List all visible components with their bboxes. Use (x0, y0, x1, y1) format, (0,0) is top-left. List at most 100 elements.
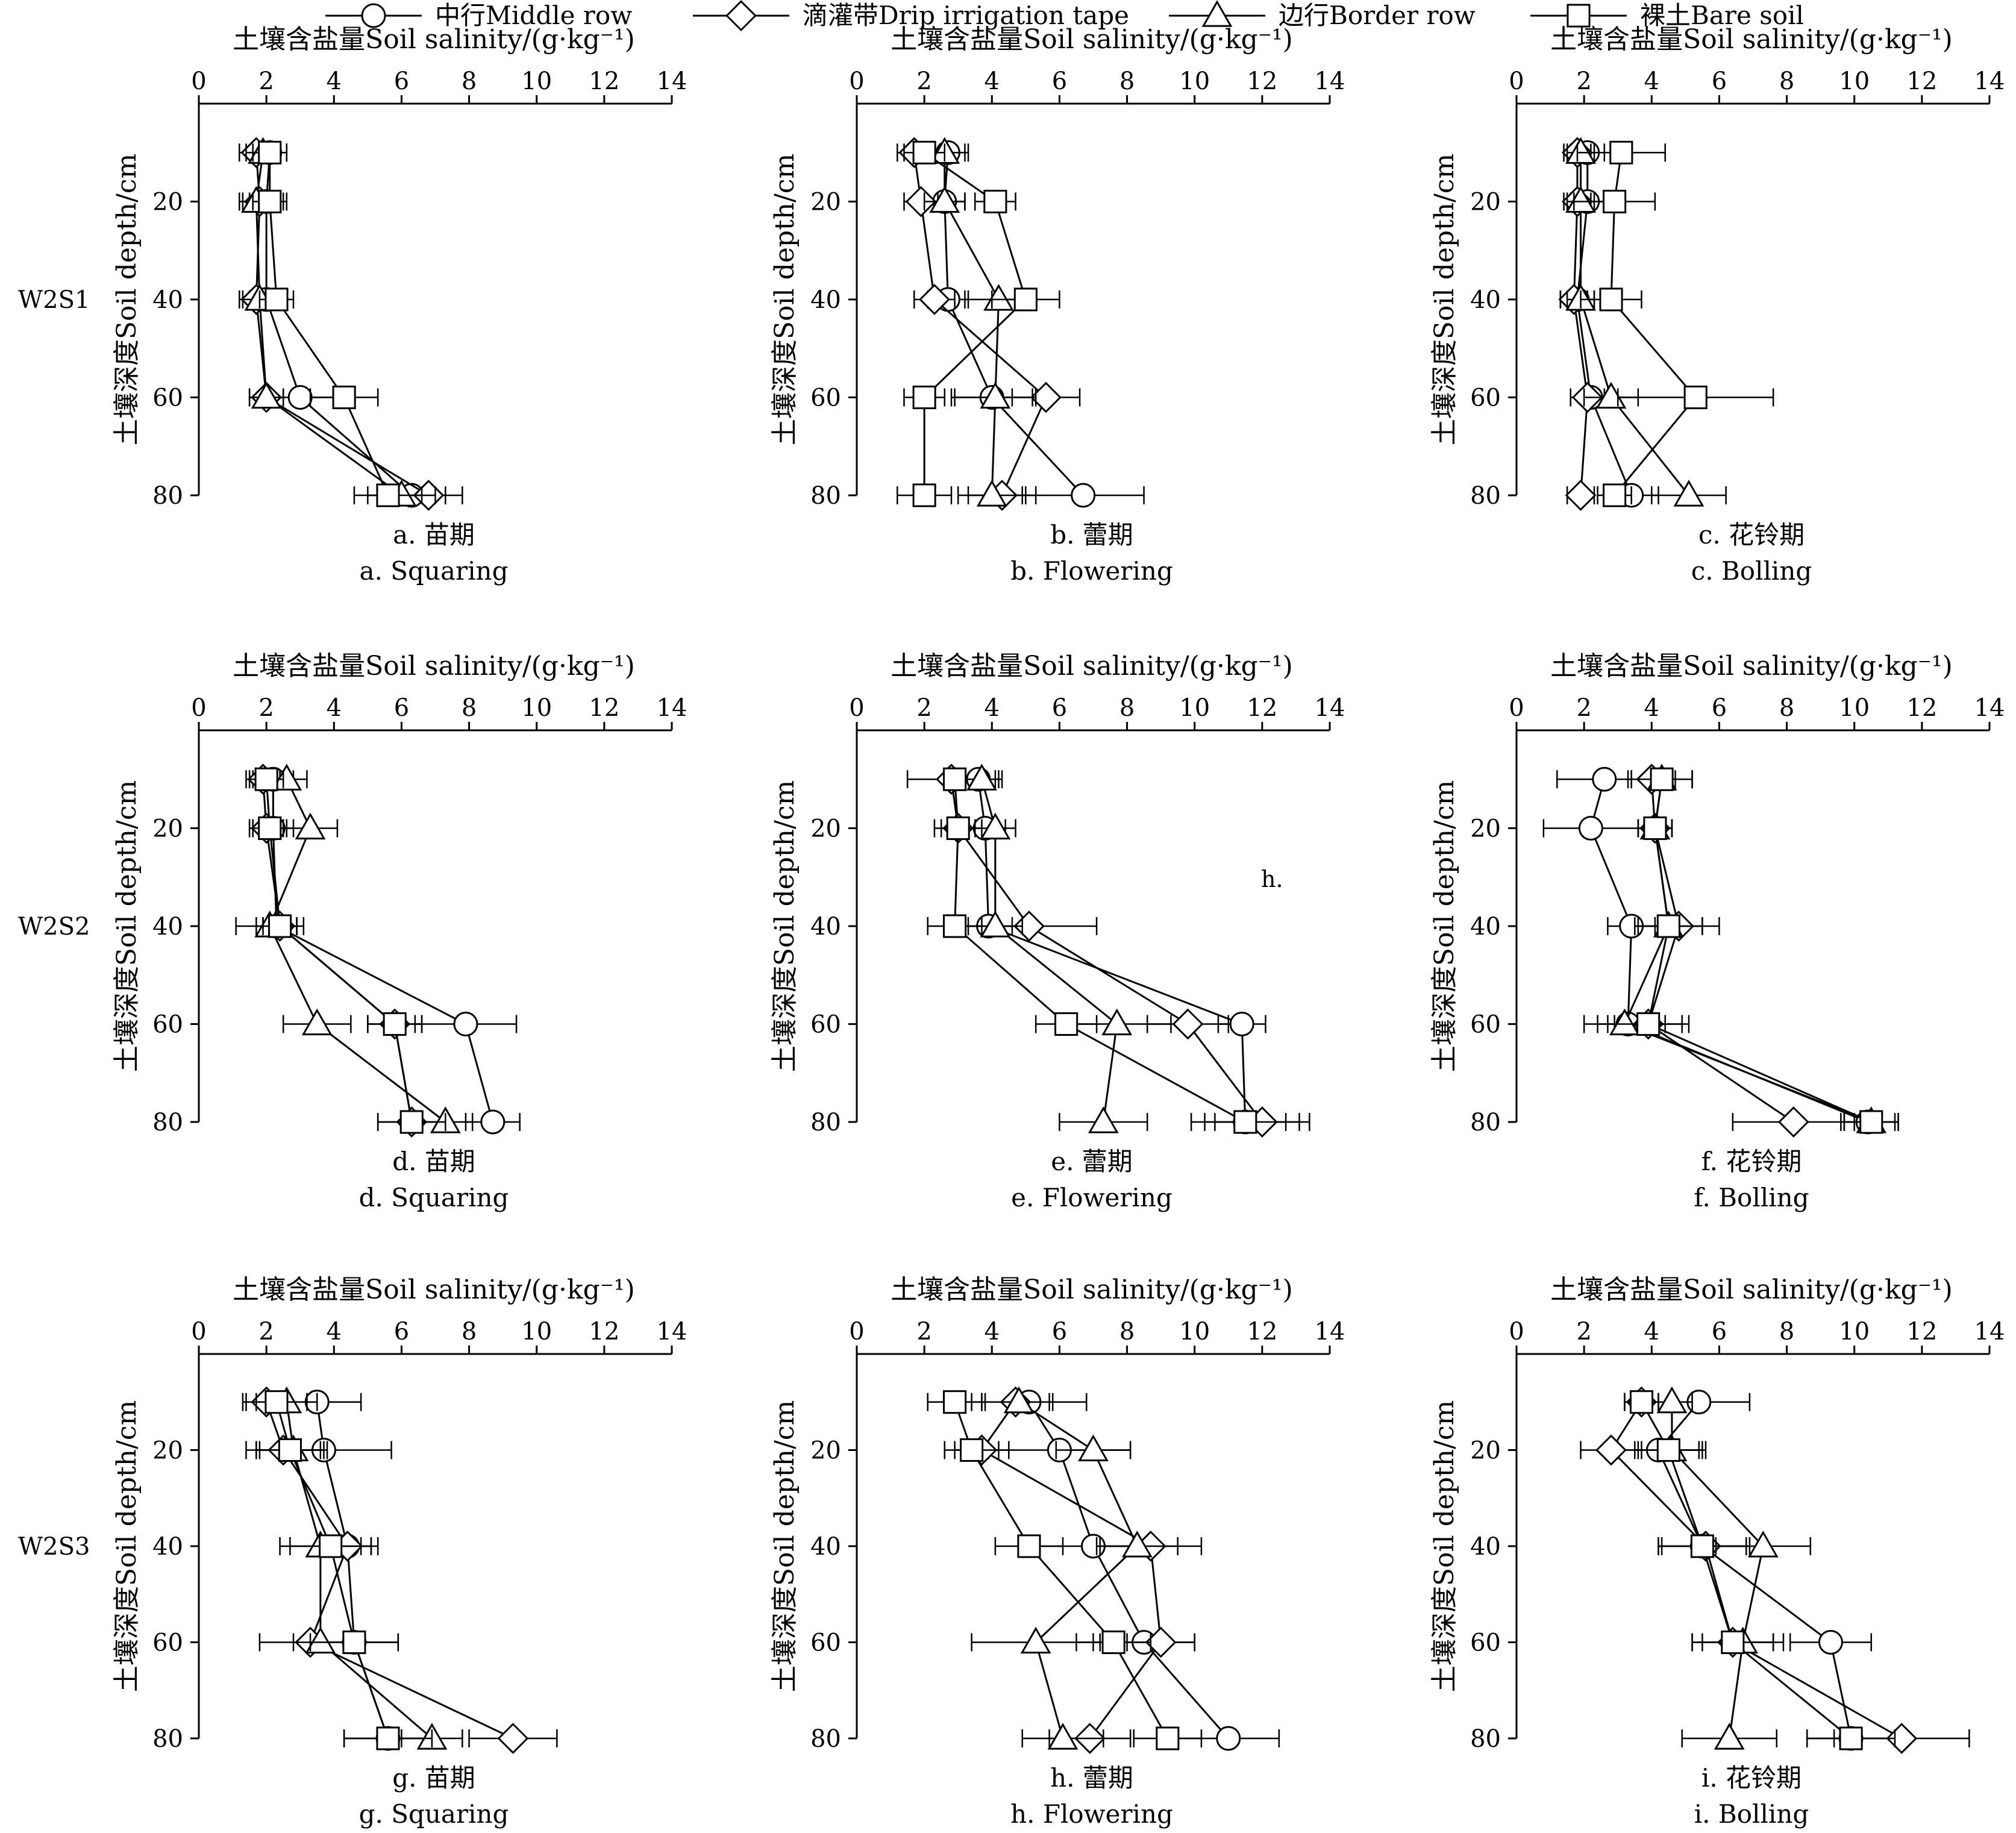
data-point-square (943, 1390, 967, 1414)
legend-label: 中行Middle row (435, 1, 632, 30)
caption-cn: h. 蕾期 (1050, 1763, 1133, 1793)
data-point-square (268, 914, 292, 938)
x-tick-label: 6 (394, 67, 409, 95)
x-tick-label: 4 (1644, 67, 1659, 95)
x-tick-label: 12 (589, 1318, 619, 1346)
panel-f: 0 2 4 6 8 10 12 14 20 40 60 80 土壤含盐量Soil salinity/(g… (1429, 651, 2005, 1212)
x-tick-label: 6 (1712, 694, 1727, 722)
series-line (1671, 1402, 1764, 1739)
data-point-triangle (1088, 1106, 1119, 1133)
x-tick-label: 14 (1315, 694, 1345, 722)
data-point-square (332, 385, 356, 410)
y-axis-title: 土壤深度Soil depth/cm (769, 780, 800, 1072)
x-tick-label: 12 (1906, 1318, 1937, 1346)
data-point-diamond (905, 186, 937, 218)
x-tick-label: 2 (258, 694, 274, 722)
data-point-triangle (1101, 1008, 1133, 1036)
data-point-square (1599, 287, 1623, 312)
data-point-diamond (1595, 1434, 1627, 1466)
data-point-triangle (1003, 1386, 1035, 1414)
y-tick-label: 80 (1470, 482, 1501, 510)
series-square (252, 140, 423, 507)
row-label: W2S3 (18, 1533, 90, 1561)
y-tick-label: 60 (1470, 1629, 1501, 1657)
data-point-square (1101, 1630, 1125, 1655)
panel-b: 0 2 4 6 8 10 12 14 20 40 60 80 土壤含盐量Soil salinity/(g… (769, 24, 1345, 586)
series-line (1657, 1401, 1852, 1739)
y-axis-title: 土壤深度Soil depth/cm (1429, 1400, 1460, 1692)
caption-en: e. Flowering (1011, 1183, 1172, 1212)
x-tick-label: 14 (657, 67, 687, 95)
legend-label: 滴灌带Drip irrigation tape (803, 1, 1129, 30)
series-line (977, 779, 1247, 1123)
caption-en: d. Squaring (359, 1183, 509, 1212)
data-point-square (258, 189, 282, 214)
data-point-circle (287, 385, 313, 410)
y-tick-label: 20 (1470, 815, 1501, 843)
y-tick-label: 40 (810, 286, 841, 314)
legend-marker-diamond (725, 0, 757, 31)
y-tick-label: 80 (1470, 1725, 1501, 1753)
legend: 中行Middle row 滴灌带Drip irrigation tape 边行Bor… (325, 0, 1804, 31)
x-tick-label: 2 (1576, 67, 1591, 95)
series-line (255, 152, 430, 497)
data-point-triangle (1747, 1531, 1779, 1558)
x-tick-label: 4 (327, 694, 342, 722)
caption-en: a. Squaring (360, 556, 509, 586)
panel-h: 0 2 4 6 8 10 12 14 20 40 60 80 土壤含盐量Soil salinity/(g… (769, 1274, 1345, 1829)
row-label: W2S2 (18, 913, 90, 941)
data-point-square (943, 914, 967, 938)
data-point-square (1636, 1012, 1661, 1036)
legend-label: 裸土Bare soil (1640, 1, 1804, 30)
data-point-triangle (966, 763, 997, 791)
y-axis-title: 土壤深度Soil depth/cm (769, 1400, 800, 1692)
data-point-square (265, 1390, 289, 1414)
y-tick-label: 20 (810, 189, 841, 216)
series-square (897, 140, 1060, 507)
x-tick-label: 12 (1906, 694, 1937, 722)
x-tick-label: 8 (462, 1318, 477, 1346)
series-square (1624, 1390, 1896, 1750)
panel-c: 0 2 4 6 8 10 12 14 20 40 60 80 土壤含盐量Soil salinity/(g… (1429, 24, 2005, 586)
y-tick-label: 20 (810, 1437, 841, 1465)
legend-item: 边行Border row (1169, 0, 1476, 30)
data-point-square (1629, 1390, 1654, 1414)
legend-label: 边行Border row (1279, 1, 1476, 30)
y-tick-label: 20 (810, 815, 841, 843)
caption-en: f. Bolling (1694, 1183, 1809, 1212)
x-axis-title: 土壤含盐量Soil salinity/(g·kg⁻¹) (1550, 24, 1953, 55)
x-tick-label: 12 (589, 67, 619, 95)
y-tick-label: 60 (152, 1629, 183, 1657)
data-point-square (1656, 914, 1680, 938)
x-tick-label: 8 (1119, 1318, 1135, 1346)
x-tick-label: 12 (1247, 694, 1277, 722)
x-tick-label: 8 (1779, 694, 1794, 722)
data-point-triangle (305, 1626, 336, 1654)
data-point-square (254, 767, 278, 791)
y-axis-title: 土壤深度Soil depth/cm (111, 1400, 142, 1692)
caption-cn: a. 苗期 (393, 520, 475, 550)
x-tick-label: 0 (191, 67, 206, 95)
x-tick-label: 6 (1712, 1318, 1727, 1346)
data-point-square (319, 1534, 343, 1558)
caption-en: c. Bolling (1691, 556, 1812, 586)
y-tick-label: 80 (810, 1109, 841, 1136)
data-point-diamond (919, 284, 950, 315)
series-square (248, 767, 446, 1134)
data-point-circle (1818, 1630, 1843, 1655)
data-point-triangle (1673, 480, 1705, 507)
caption-cn: d. 苗期 (392, 1147, 475, 1176)
caption-cn: e. 蕾期 (1051, 1147, 1133, 1176)
x-tick-label: 0 (1509, 67, 1524, 95)
x-tick-label: 14 (1315, 67, 1345, 95)
y-axis-title: 土壤深度Soil depth/cm (111, 154, 142, 445)
panel-g: 0 2 4 6 8 10 12 14 20 40 60 80 土壤含盐量Soil salinity/(g… (18, 1274, 687, 1829)
x-tick-label: 6 (1712, 67, 1727, 95)
y-tick-label: 40 (152, 286, 183, 314)
x-tick-label: 4 (327, 1318, 342, 1346)
x-tick-label: 8 (462, 694, 477, 722)
caption-en: b. Flowering (1010, 556, 1173, 586)
x-axis-title: 土壤含盐量Soil salinity/(g·kg⁻¹) (891, 651, 1293, 682)
x-tick-label: 4 (985, 1318, 1000, 1346)
